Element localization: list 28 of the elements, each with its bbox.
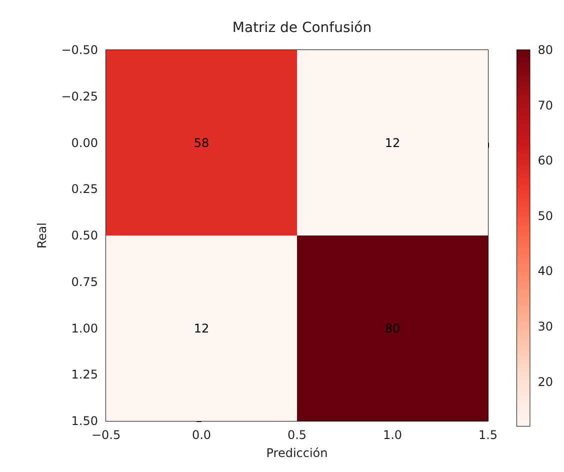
y-tick-label: −0.50 (61, 43, 98, 57)
y-tick-label: 0.00 (71, 136, 98, 150)
y-tick-label: 1.50 (71, 414, 98, 428)
y-tick-label: 1.25 (71, 368, 98, 382)
x-tick-label: −0.5 (91, 428, 121, 442)
x-tick-label: 0.5 (287, 428, 307, 442)
y-tick-label: 0.25 (71, 182, 98, 196)
color-bar-label: 20 (538, 374, 554, 389)
x-tick-label: 1.5 (478, 428, 498, 442)
data-label: 12 (384, 136, 400, 150)
color-bar-label: 60 (538, 154, 554, 168)
data-label: 80 (384, 321, 400, 336)
data-label: 12 (194, 321, 210, 336)
y-tick-label: 1.00 (71, 321, 98, 336)
x-tick-label: 0.0 (192, 428, 212, 442)
y-tick-label: −0.25 (61, 89, 98, 104)
data-label: 58 (194, 136, 210, 150)
color-bar-label: 30 (538, 319, 554, 334)
x-axis-title: Predicción (266, 446, 328, 460)
y-tick-label: 0.75 (71, 274, 98, 289)
color-bar-label: 50 (538, 208, 554, 223)
x-tick-label: 1.0 (382, 428, 402, 442)
color-bar-label: 70 (538, 98, 554, 112)
chart-title: Matriz de Confusión (232, 20, 372, 36)
color-bar-label: 40 (538, 264, 554, 278)
color-bar-label: 80 (538, 43, 554, 57)
y-tick-label: 0.50 (71, 228, 98, 242)
y-axis-title: Real (35, 222, 49, 248)
